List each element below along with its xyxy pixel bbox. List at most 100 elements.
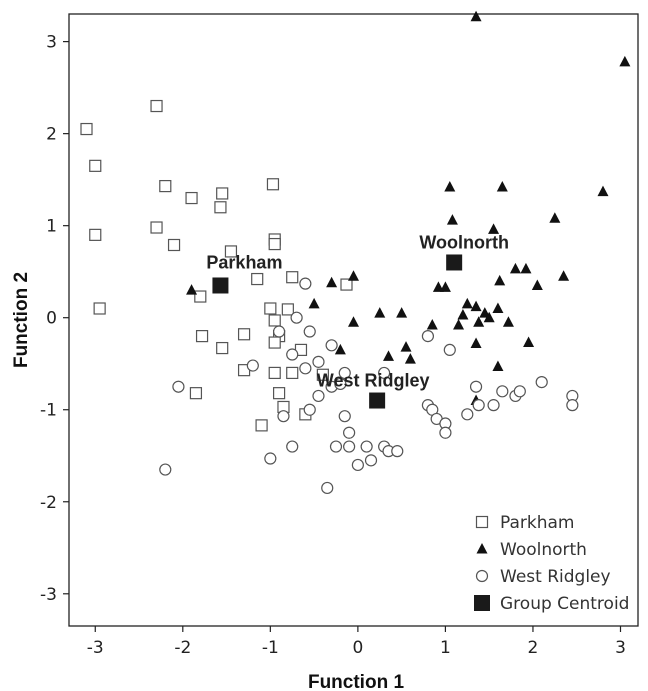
woolnorth-point [374,307,386,318]
y-tick-label: 0 [46,309,57,329]
woolnorth-point [473,316,485,327]
parkham-point [272,387,286,400]
x-tick-label: 2 [528,638,539,658]
parkham-point [316,368,329,381]
west-ridgley-point [312,355,325,368]
centroid-labels: Parkham Woolnorth West Ridgley [206,232,509,390]
parkham-point [224,245,238,258]
west-ridgley-point [264,452,277,465]
x-axis-title: Function 1 [308,672,404,691]
west-ridgley-point [325,339,338,352]
group-centroid-point [446,254,463,271]
parkham-point [268,366,281,380]
legend-marker [475,569,489,583]
woolnorth-point [531,279,543,290]
parkham-point [150,99,163,113]
woolnorth-point [186,284,198,295]
woolnorth-point [334,343,346,355]
woolnorth-point [520,262,532,274]
west-ridgley-point [421,330,435,343]
west-ridgley-point [286,440,299,453]
west-ridgley-point [159,463,172,476]
group-centroid-point [212,277,229,294]
west-ridgley-point [290,311,303,324]
parkham-point [281,303,294,316]
woolnorth-point [348,316,359,327]
x-tick-label: -1 [262,638,279,658]
west-ridgley-point [513,385,526,398]
west-ridgley-point [286,348,299,361]
y-axis-title: Function 2 [11,272,32,368]
west-ridgley-point [378,366,391,380]
legend-marker [474,595,490,611]
woolnorth-point [549,212,561,223]
woolnorth-point [492,302,504,313]
woolnorth-point [432,281,444,292]
west-ridgley-point [496,385,509,398]
parkham-point [216,187,229,200]
west-ridgley-point [299,277,312,290]
west-ridgley-point [246,359,259,372]
x-tick-label: 0 [352,638,363,658]
legend-label: West Ridgley [500,567,611,587]
west-ridgley-point [364,454,378,467]
west-ridgley-point [343,426,356,439]
parkham-point [80,122,93,136]
y-tick-label: 2 [46,125,57,145]
woolnorth-point [470,10,482,22]
west-ridgley-point [343,440,356,453]
woolnorth-point [404,353,416,364]
centroid-label: West Ridgley [317,371,430,391]
west-ridgley-point [566,399,579,412]
parkham-point [150,221,163,234]
parkham-point [264,302,277,315]
woolnorth-point [619,55,631,67]
y-tick-label: -1 [40,401,57,421]
parkham-point [237,328,251,341]
parkham-point [268,314,281,327]
west-ridgley-point [334,377,347,391]
parkham-point [214,201,227,214]
woolnorth-point [457,308,469,320]
legend-marker [476,543,488,554]
woolnorth-point [483,311,495,323]
parkham-point [268,237,281,251]
centroid-label: Woolnorth [419,232,509,252]
parkham-point [189,387,203,400]
axis-ticks: -3 -2 -1 0 1 2 3 -3 -2 -1 0 1 2 3 [40,33,626,658]
west-ridgley-point [338,410,351,423]
y-tick-label: -3 [40,585,57,605]
woolnorth-point [444,181,456,192]
legend: Parkham Woolnorth West Ridgley Group Centro… [474,513,629,614]
woolnorth-point [400,341,412,352]
woolnorth-point [348,270,359,281]
woolnorth-point [326,276,338,288]
west-ridgley-point [391,445,404,458]
x-tick-label: -2 [174,638,191,658]
woolnorth-point [461,297,473,309]
parkham-point [159,179,172,193]
legend-label: Woolnorth [500,540,587,560]
west-ridgley-point [443,343,456,357]
woolnorth-point [396,307,408,318]
west-ridgley-point [351,458,364,472]
parkham-point [286,271,299,284]
woolnorth-point [470,337,482,348]
parkham-point [194,290,207,303]
west-ridgley-point [272,325,286,338]
y-tick-label: 1 [46,217,57,237]
woolnorth-point [509,262,521,274]
plot-area-border [68,13,639,627]
west-ridgley-point [439,426,452,439]
west-ridgley-point [299,362,312,375]
west-ridgley-point [329,440,343,453]
west-ridgley-point [461,408,474,421]
woolnorth-point [494,274,506,286]
woolnorth-point [453,319,465,330]
west-ridgley-point [535,376,548,389]
parkham-point [89,228,102,241]
legend-marker [475,515,489,529]
y-tick-label: 3 [46,33,57,53]
parkham-point [89,159,102,172]
